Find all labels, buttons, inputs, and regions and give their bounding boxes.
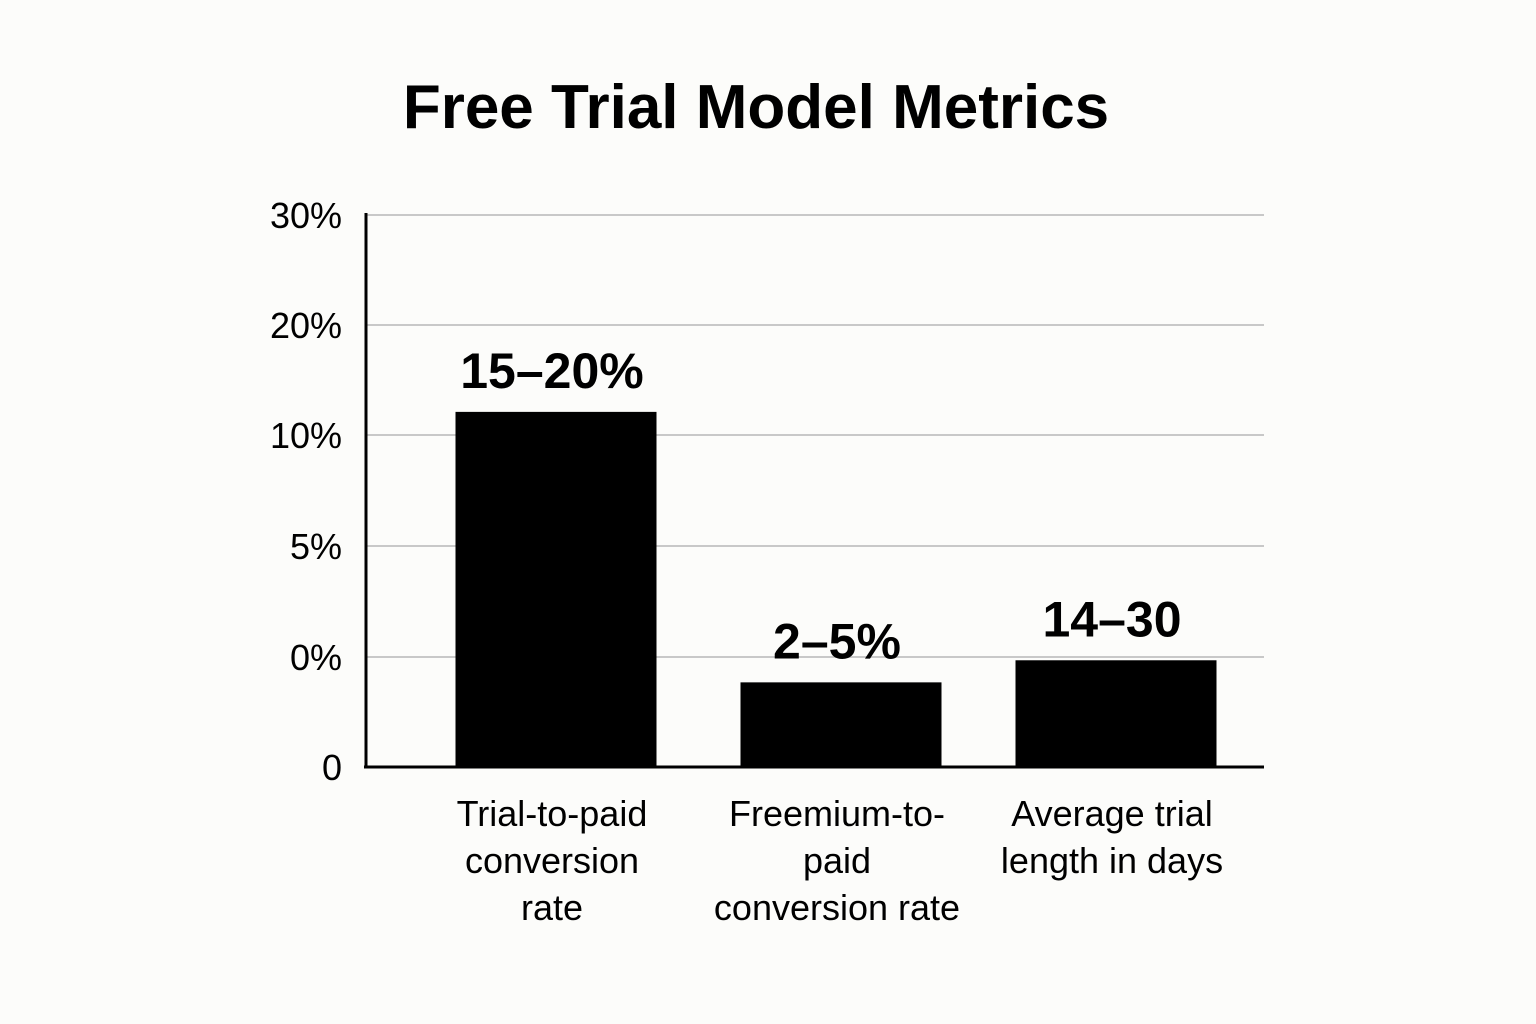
chart-title: Free Trial Model Metrics — [403, 73, 1109, 142]
y-tick-label: 20% — [270, 305, 342, 346]
y-tick-label: 0% — [290, 637, 342, 678]
bars — [455, 411, 1217, 767]
category-labels: Trial-to-paid conversion rate Freemium-to-p… — [457, 793, 1223, 928]
data-label: 14–30 — [1042, 591, 1181, 647]
category-label: Trial-to-paid conversion rate — [457, 793, 648, 928]
data-label: 2–5% — [773, 613, 901, 669]
y-axis-ticks: 0 0% 5% 10% 20% 30% — [270, 195, 342, 788]
data-labels: 15–20% 2–5% 14–30 — [460, 343, 1181, 669]
y-tick-label: 0 — [322, 747, 342, 788]
data-label: 15–20% — [460, 343, 644, 399]
y-tick-label: 30% — [270, 195, 342, 236]
category-label: Freemium-to-paid conversion rate — [714, 793, 960, 928]
y-tick-label: 5% — [290, 526, 342, 567]
y-tick-label: 10% — [270, 415, 342, 456]
bar — [740, 682, 942, 767]
category-label: Average trial length in days — [1001, 793, 1223, 881]
bar — [455, 411, 657, 767]
bar — [1015, 660, 1217, 767]
